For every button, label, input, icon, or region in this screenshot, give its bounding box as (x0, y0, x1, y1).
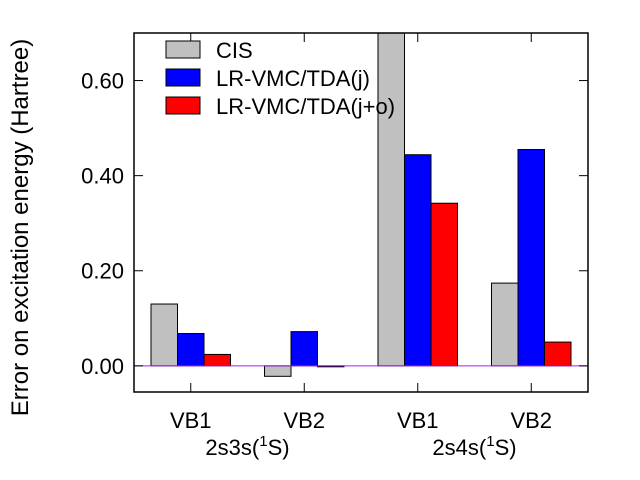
y-axis-label: Error on excitation energy (Hartree) (7, 39, 34, 416)
legend-label: CIS (216, 38, 253, 63)
y-tick-label: 0.60 (81, 69, 124, 94)
x-tick-label: VB2 (283, 408, 325, 433)
x-group-label: 2s4s(1S) (432, 433, 516, 460)
bar-lr-vmc-tda-j--0 (177, 333, 205, 367)
y-tick-label: 0.20 (81, 259, 124, 284)
bar-lr-vmc-tda-j-o--2 (430, 202, 458, 367)
bar-lr-vmc-tda-j-o--3 (544, 341, 572, 367)
bar-lr-vmc-tda-j-o--0 (203, 353, 231, 367)
y-tick-label: 0.00 (81, 354, 124, 379)
x-axis-ticks: VB1 VB2 VB1 VB2 (170, 33, 552, 433)
x-tick-label: VB1 (170, 408, 212, 433)
bar-lr-vmc-tda-j--2 (404, 154, 432, 367)
legend-swatch (165, 68, 201, 87)
x-tick-label: VB1 (397, 408, 439, 433)
bars-layer (150, 32, 572, 377)
y-tick-label: 0.40 (81, 164, 124, 189)
plot-frame (133, 32, 589, 393)
bar-lr-vmc-tda-j--1 (290, 331, 318, 367)
legend-swatch (165, 40, 201, 59)
legend: CIS LR-VMC/TDA(j) LR-VMC/TDA(j+o) (165, 38, 395, 119)
legend-label: LR-VMC/TDA(j) (216, 66, 370, 91)
bar-cis-0 (150, 303, 178, 367)
y-axis-ticks: 0.00 0.20 0.40 0.60 (81, 69, 588, 379)
legend-swatch (165, 96, 201, 115)
x-group-label: 2s3s(1S) (205, 433, 289, 460)
bar-cis-1 (264, 365, 292, 377)
x-tick-label: VB2 (510, 408, 552, 433)
x-axis-group-labels: 2s3s(1S) 2s4s(1S) (205, 433, 516, 460)
legend-label: LR-VMC/TDA(j+o) (216, 94, 395, 119)
bar-cis-2 (377, 32, 405, 367)
bar-lr-vmc-tda-j--3 (517, 148, 545, 367)
bar-cis-3 (491, 282, 519, 367)
